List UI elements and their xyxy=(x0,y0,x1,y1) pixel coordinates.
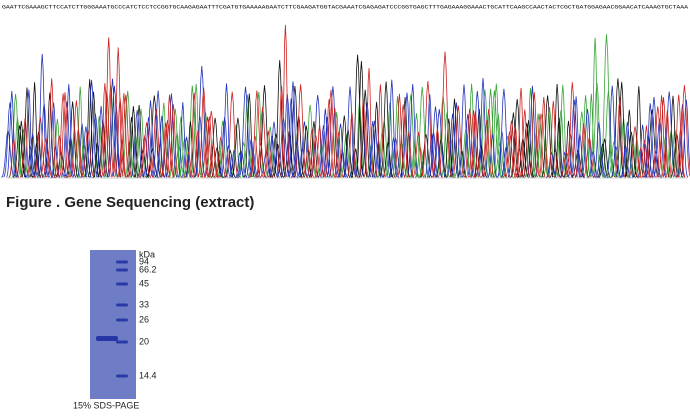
marker-band xyxy=(116,340,128,344)
sample-band xyxy=(96,336,118,341)
marker-band xyxy=(116,318,128,322)
gel-caption: 15% SDS-PAGE xyxy=(73,400,139,410)
marker-label: 26 xyxy=(139,314,149,324)
marker-band xyxy=(116,268,128,272)
marker-label: 94 xyxy=(139,256,149,266)
marker-band xyxy=(116,282,128,286)
trace-3 xyxy=(8,24,690,179)
marker-label: 20 xyxy=(139,336,149,346)
marker-band xyxy=(116,303,128,307)
marker-band xyxy=(116,374,128,378)
unit-label: kDa xyxy=(139,249,155,259)
marker-band xyxy=(116,260,128,264)
marker-label: 45 xyxy=(139,278,149,288)
gel xyxy=(90,250,136,399)
marker-label: 66.2 xyxy=(139,264,157,274)
marker-label: 33 xyxy=(139,299,149,309)
marker-label: 14.4 xyxy=(139,370,157,380)
figure-caption: Figure . Gene Sequencing (extract) xyxy=(6,194,254,211)
sequence: GAATTCGAAAGCTTCCATCTTGGGAAATGCCCATCTCCTC… xyxy=(2,3,689,10)
chromatogram xyxy=(1,24,690,179)
